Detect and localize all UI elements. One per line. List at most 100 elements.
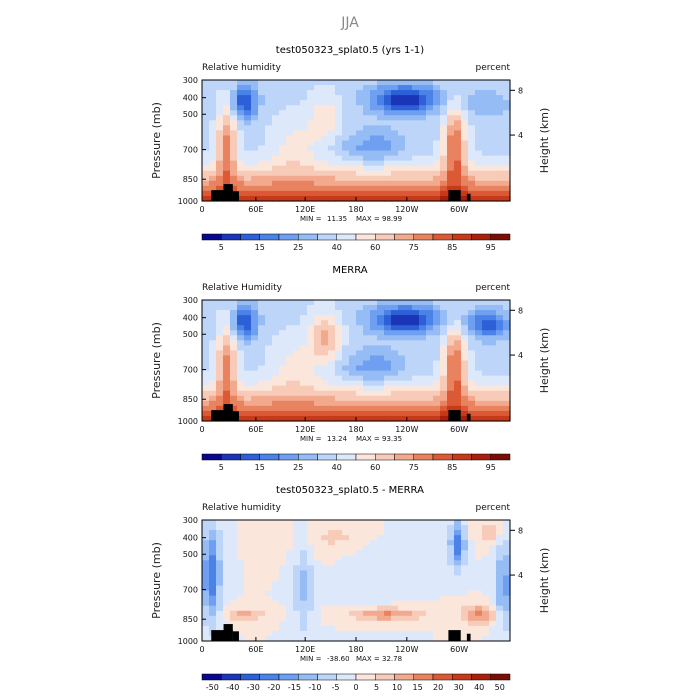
heatmap-cell — [230, 115, 238, 121]
heatmap-cell — [286, 320, 294, 326]
heatmap-cell — [461, 125, 469, 132]
heatmap-cell — [447, 560, 455, 566]
heatmap-cell — [216, 605, 224, 612]
heatmap-cell — [279, 565, 287, 572]
heatmap-cell — [489, 610, 497, 617]
heatmap-cell — [503, 375, 511, 382]
heatmap-cell — [461, 385, 469, 392]
heatmap-cell — [377, 540, 385, 546]
heatmap-cell — [237, 585, 245, 592]
heatmap-cell — [391, 570, 399, 577]
heatmap-cell — [454, 360, 462, 367]
heatmap-cell — [202, 585, 210, 592]
heatmap-cell — [279, 550, 287, 556]
heatmap-cell — [468, 585, 476, 592]
heatmap-cell — [468, 150, 476, 157]
heatmap-cell — [356, 570, 364, 577]
heatmap-cell — [461, 130, 469, 137]
heatmap-cell — [251, 310, 259, 316]
heatmap-cell — [384, 330, 392, 336]
heatmap-cell — [272, 350, 280, 357]
heatmap-cell — [307, 540, 315, 546]
heatmap-cell — [475, 150, 483, 157]
heatmap-cell — [293, 175, 301, 182]
heatmap-cell — [447, 530, 455, 536]
topography — [466, 633, 471, 641]
heatmap-cell — [258, 130, 266, 137]
heatmap-cell — [216, 115, 224, 121]
heatmap-cell — [461, 170, 469, 177]
heatmap-cell — [349, 530, 357, 536]
heatmap-cell — [307, 410, 315, 417]
heatmap-cell — [482, 620, 490, 627]
heatmap-cell — [237, 595, 245, 602]
heatmap-cell — [293, 605, 301, 612]
heatmap-cell — [426, 605, 434, 612]
heatmap-cell — [482, 525, 490, 531]
heatmap-cell — [209, 560, 217, 566]
heatmap-cell — [279, 125, 287, 132]
heatmap-cell — [475, 315, 483, 321]
heatmap-cell — [356, 565, 364, 572]
heatmap-cell — [377, 370, 385, 377]
heatmap-cell — [447, 130, 455, 137]
heatmap-cell — [335, 115, 343, 121]
heatmap-cell — [461, 570, 469, 577]
heatmap-cell — [258, 575, 266, 582]
heatmap-cell — [405, 115, 413, 121]
heatmap-cell — [461, 520, 469, 526]
heatmap-cell — [202, 190, 210, 197]
heatmap-cell — [258, 620, 266, 627]
heatmap-cell — [216, 95, 224, 101]
y2-axis-label: Height (km) — [538, 548, 551, 614]
heatmap-cell — [377, 340, 385, 346]
heatmap-cell — [272, 130, 280, 137]
heatmap-cell — [363, 105, 371, 111]
heatmap-cell — [244, 330, 252, 336]
heatmap-cell — [314, 395, 322, 402]
heatmap-cell — [461, 605, 469, 612]
heatmap-cell — [328, 375, 336, 382]
y-tick-label: 700 — [183, 366, 198, 375]
heatmap-cell — [251, 550, 259, 556]
heatmap-cell — [202, 525, 210, 531]
heatmap-cell — [482, 165, 490, 172]
heatmap-cell — [328, 540, 336, 546]
heatmap-cell — [237, 120, 245, 126]
heatmap-cell — [258, 350, 266, 357]
heatmap-cell — [363, 340, 371, 346]
heatmap-cell — [335, 355, 343, 362]
heatmap-cell — [377, 335, 385, 341]
heatmap-cell — [293, 155, 301, 162]
heatmap-cell — [321, 300, 329, 306]
heatmap-cell — [475, 355, 483, 362]
heatmap-cell — [454, 560, 462, 566]
heatmap-cell — [433, 580, 441, 587]
heatmap-cell — [482, 85, 490, 91]
heatmap-cell — [202, 170, 210, 177]
heatmap-cell — [265, 170, 273, 177]
heatmap-cell — [342, 195, 350, 202]
heatmap-cell — [482, 615, 490, 622]
heatmap-cell — [468, 550, 476, 556]
heatmap-cell — [209, 535, 217, 541]
heatmap-cell — [237, 155, 245, 162]
heatmap-cell — [503, 545, 511, 551]
heatmap-cell — [482, 185, 490, 192]
heatmap-cell — [293, 415, 301, 422]
heatmap-cell — [356, 130, 364, 137]
heatmap-cell — [475, 360, 483, 367]
heatmap-cell — [321, 85, 329, 91]
heatmap-cell — [307, 125, 315, 132]
heatmap-cell — [209, 390, 217, 397]
heatmap-cell — [314, 550, 322, 556]
heatmap-cell — [496, 575, 504, 582]
heatmap-cell — [377, 570, 385, 577]
heatmap-cell — [377, 550, 385, 556]
heatmap-cell — [279, 390, 287, 397]
heatmap-cell — [475, 350, 483, 357]
heatmap-cell — [307, 370, 315, 377]
heatmap-cell — [377, 385, 385, 392]
x-tick-label: 120W — [395, 205, 418, 214]
heatmap-cell — [307, 175, 315, 182]
